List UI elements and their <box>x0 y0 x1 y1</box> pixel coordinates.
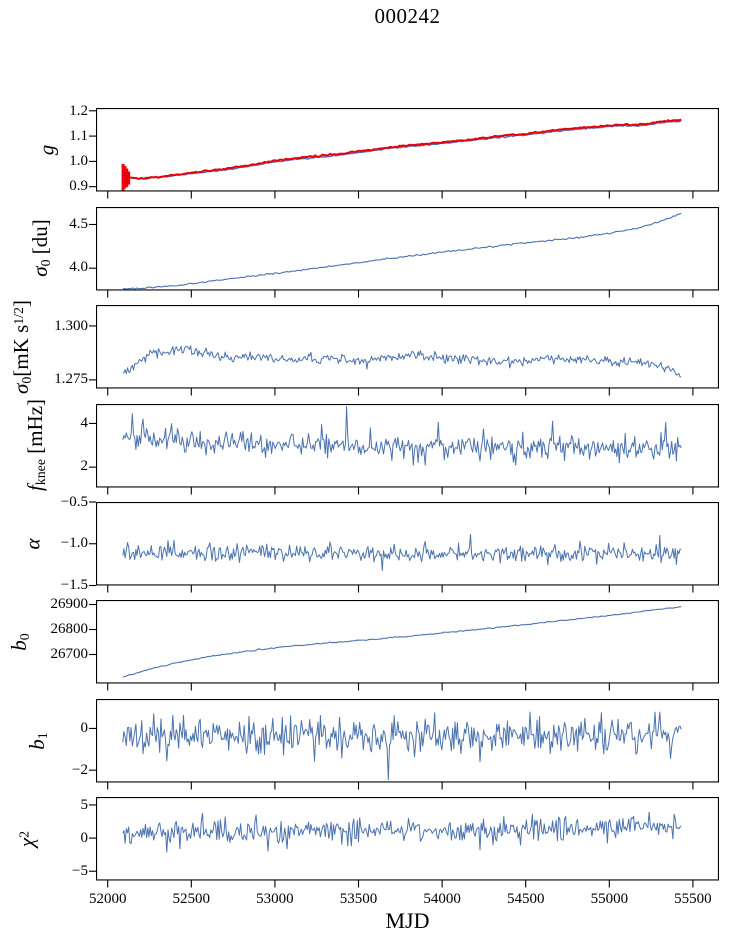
x-tick-label: 53500 <box>339 891 378 907</box>
y-tick-label: 1.1 <box>69 127 88 144</box>
y-tick-label: 4.0 <box>69 259 88 276</box>
axes-frame <box>96 698 720 783</box>
y-tick-label: 5 <box>80 796 89 813</box>
series-fknee-line <box>122 405 682 466</box>
series-alpha-line <box>122 534 682 571</box>
ylabel-part: σ <box>9 383 34 394</box>
y-tick-label: −1.5 <box>60 577 88 593</box>
y-tick-label: 0.9 <box>69 178 88 195</box>
ylabel-part: 1 <box>34 731 50 739</box>
x-tick-label: 52500 <box>172 891 211 907</box>
ylabel-part: knee <box>32 459 48 486</box>
y-tick-label: 1.300 <box>54 317 88 334</box>
subplot-chi2-canvas <box>89 797 720 888</box>
axes-frame <box>96 206 720 291</box>
x-tick-label: 53000 <box>256 891 294 907</box>
y-tick-label: 1.2 <box>69 102 88 119</box>
y-tick-label: −5 <box>72 863 88 880</box>
ylabel-part: α <box>20 538 45 550</box>
y-tick-label: 0 <box>80 829 89 846</box>
y-tick-label: 1.275 <box>54 371 88 388</box>
ylabel-part: χ <box>14 837 39 848</box>
ylabel-part: 0 <box>18 376 34 384</box>
x-tick-label: 54000 <box>423 891 461 907</box>
figure-title: 000242 <box>374 4 441 28</box>
axes-frame <box>96 108 720 192</box>
axes-frame <box>96 600 720 684</box>
ylabel-part: [mHz] <box>23 399 48 460</box>
axes-frame <box>96 403 720 488</box>
subplot-alpha-canvas <box>89 501 720 593</box>
ylabel-part: σ <box>28 266 53 278</box>
subplot-b1-canvas <box>89 698 720 790</box>
series-chi2-line <box>122 812 682 853</box>
ylabel-part: 2 <box>16 830 32 838</box>
series-b1-line <box>122 711 682 780</box>
series-sigma0-du-line <box>122 212 682 290</box>
ylabel-part: b <box>25 738 50 750</box>
y-tick-label: 4 <box>80 414 89 431</box>
subplot-fknee-canvas <box>89 403 720 495</box>
y-tick-label: 2 <box>80 458 89 475</box>
ylabel-part: 0 <box>16 633 32 641</box>
x-axis-label: MJD <box>385 908 430 933</box>
y-tick-label: 1.0 <box>69 153 88 170</box>
y-tick-label: 26800 <box>50 621 89 638</box>
x-tick-label: 54500 <box>506 891 545 907</box>
axes-frame <box>96 797 720 881</box>
x-tick-label: 52000 <box>88 891 127 907</box>
subplot-b0-canvas <box>89 600 720 691</box>
subplot-sigma0-du-canvas <box>89 206 720 298</box>
y-tick-label: 0 <box>80 719 89 736</box>
ylabel-part: 0 <box>37 259 53 267</box>
ylabel-part: [du] <box>28 219 53 260</box>
axes-frame <box>96 305 720 389</box>
y-tick-label: −2 <box>72 761 88 778</box>
y-tick-label: 26900 <box>50 596 89 613</box>
subplot-g-canvas <box>89 108 720 199</box>
ylabel-part: g <box>34 144 59 156</box>
y-tick-label: 4.5 <box>69 215 88 232</box>
series-sigma0-mK-line <box>122 345 682 378</box>
ylabel-part: f <box>23 485 48 492</box>
ylabel-part: b <box>7 640 32 651</box>
ylabel-part: [mK s <box>9 324 34 377</box>
y-tick-label: 26700 <box>50 646 89 663</box>
x-tick-label: 55000 <box>590 891 629 907</box>
y-tick-label: −0.5 <box>60 493 88 510</box>
ylabel-part: 1/2 <box>10 306 26 325</box>
y-tick-label: −1.0 <box>60 535 88 552</box>
series-b0-line <box>122 606 682 678</box>
axes-frame <box>96 502 720 586</box>
subplot-sigma0-mK-canvas <box>89 305 720 396</box>
ylabel-part: ] <box>9 299 34 307</box>
x-tick-label: 55500 <box>674 891 712 907</box>
series-g-fit-line <box>122 118 682 181</box>
